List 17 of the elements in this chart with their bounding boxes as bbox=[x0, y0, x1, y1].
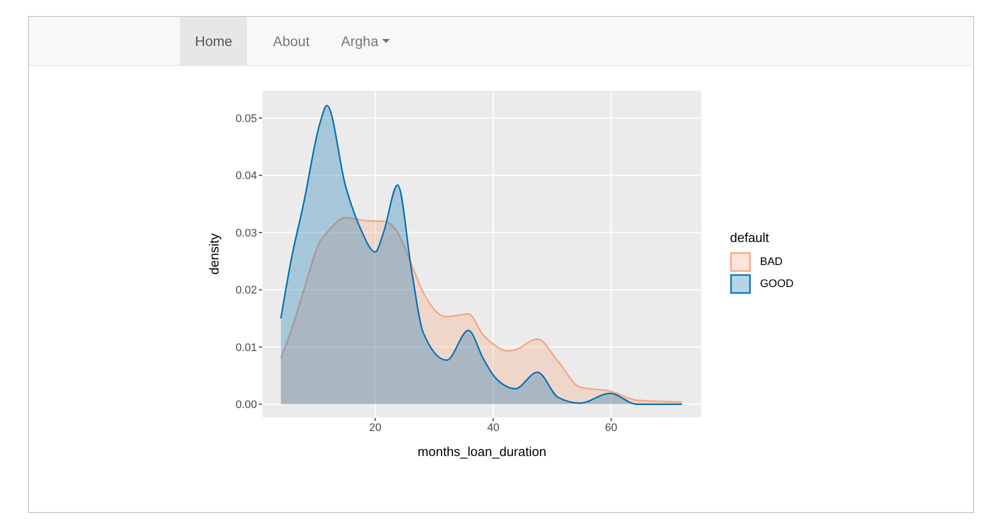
text: Home bbox=[195, 32, 232, 51]
x-tick-label: 60 bbox=[605, 422, 618, 434]
x-tick-label: 20 bbox=[369, 422, 382, 434]
y-tick-label: 0.02 bbox=[236, 284, 257, 297]
x-axis-title: months_loan_duration bbox=[418, 444, 546, 459]
legend-label: GOOD bbox=[760, 278, 794, 290]
legend-title: default bbox=[730, 230, 770, 245]
y-tick-label: 0.01 bbox=[236, 342, 257, 354]
legend-label: BAD bbox=[760, 256, 783, 268]
y-tick-label: 0.03 bbox=[236, 227, 257, 240]
y-tick-label: 0.00 bbox=[236, 399, 257, 412]
y-tick-label: 0.04 bbox=[236, 170, 257, 182]
y-axis-title: density bbox=[206, 232, 222, 275]
x-tick-label: 40 bbox=[487, 422, 500, 434]
text: About bbox=[273, 32, 310, 51]
y-tick-label: 0.05 bbox=[236, 112, 257, 125]
text: Argha bbox=[341, 32, 378, 51]
